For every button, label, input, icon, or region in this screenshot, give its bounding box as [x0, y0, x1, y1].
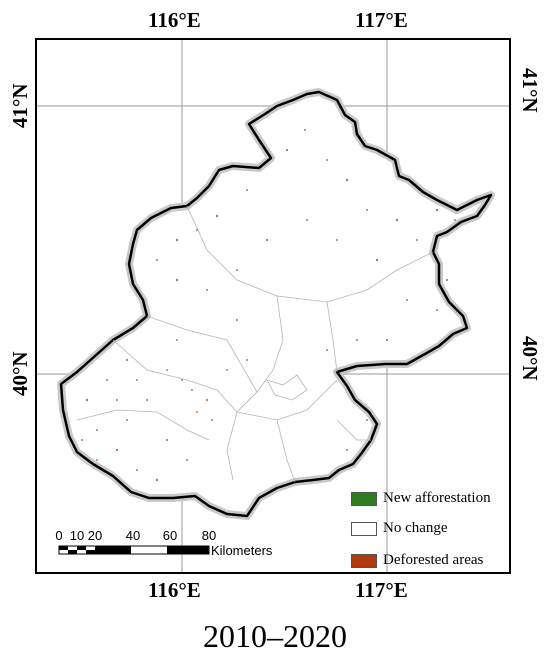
legend-label-deforested: Deforested areas — [383, 552, 484, 568]
lat-label-left-41: 41°N — [8, 83, 32, 128]
legend-label-no-change: No change — [383, 520, 448, 536]
scale-bar-ticks: 0 10 20 40 60 80 — [55, 528, 219, 544]
scale-tick-0: 0 — [55, 528, 63, 543]
afforestation-speckles — [81, 129, 456, 482]
scale-tick-40: 40 — [125, 528, 141, 543]
legend-item-deforested: Deforested areas — [351, 552, 483, 569]
map-canvas — [37, 40, 509, 572]
legend-swatch-deforested — [351, 553, 377, 568]
deforestation-speckles — [96, 339, 248, 461]
lon-label-bottom-117: 117°E — [355, 578, 408, 602]
lat-label-left-40: 40°N — [8, 351, 32, 396]
lon-label-top-117: 117°E — [355, 8, 408, 32]
legend-swatch-no-change — [351, 521, 377, 536]
lat-label-right-40: 40°N — [518, 336, 542, 381]
scale-bar-graphic — [58, 545, 210, 555]
scale-bar-unit: Kilometers — [211, 543, 273, 558]
legend-label-afforestation: New afforestation — [383, 490, 491, 506]
scale-tick-80: 80 — [201, 528, 217, 543]
scale-tick-60: 60 — [162, 528, 178, 543]
district-boundaries — [76, 205, 434, 483]
lon-label-top-116: 116°E — [148, 8, 201, 32]
map-frame: 0 10 20 40 60 80 Kilometers New afforest… — [35, 38, 511, 574]
lat-label-right-41: 41°N — [518, 68, 542, 113]
beijing-boundary — [57, 88, 495, 520]
lon-label-bottom-116: 116°E — [148, 578, 201, 602]
legend-item-no-change: No change — [351, 520, 448, 537]
legend-item-afforestation: New afforestation — [351, 490, 491, 507]
scale-tick-10: 10 — [69, 528, 85, 543]
legend-swatch-afforestation — [351, 491, 377, 506]
scale-tick-20: 20 — [87, 528, 103, 543]
map-caption: 2010–2020 — [203, 618, 347, 654]
